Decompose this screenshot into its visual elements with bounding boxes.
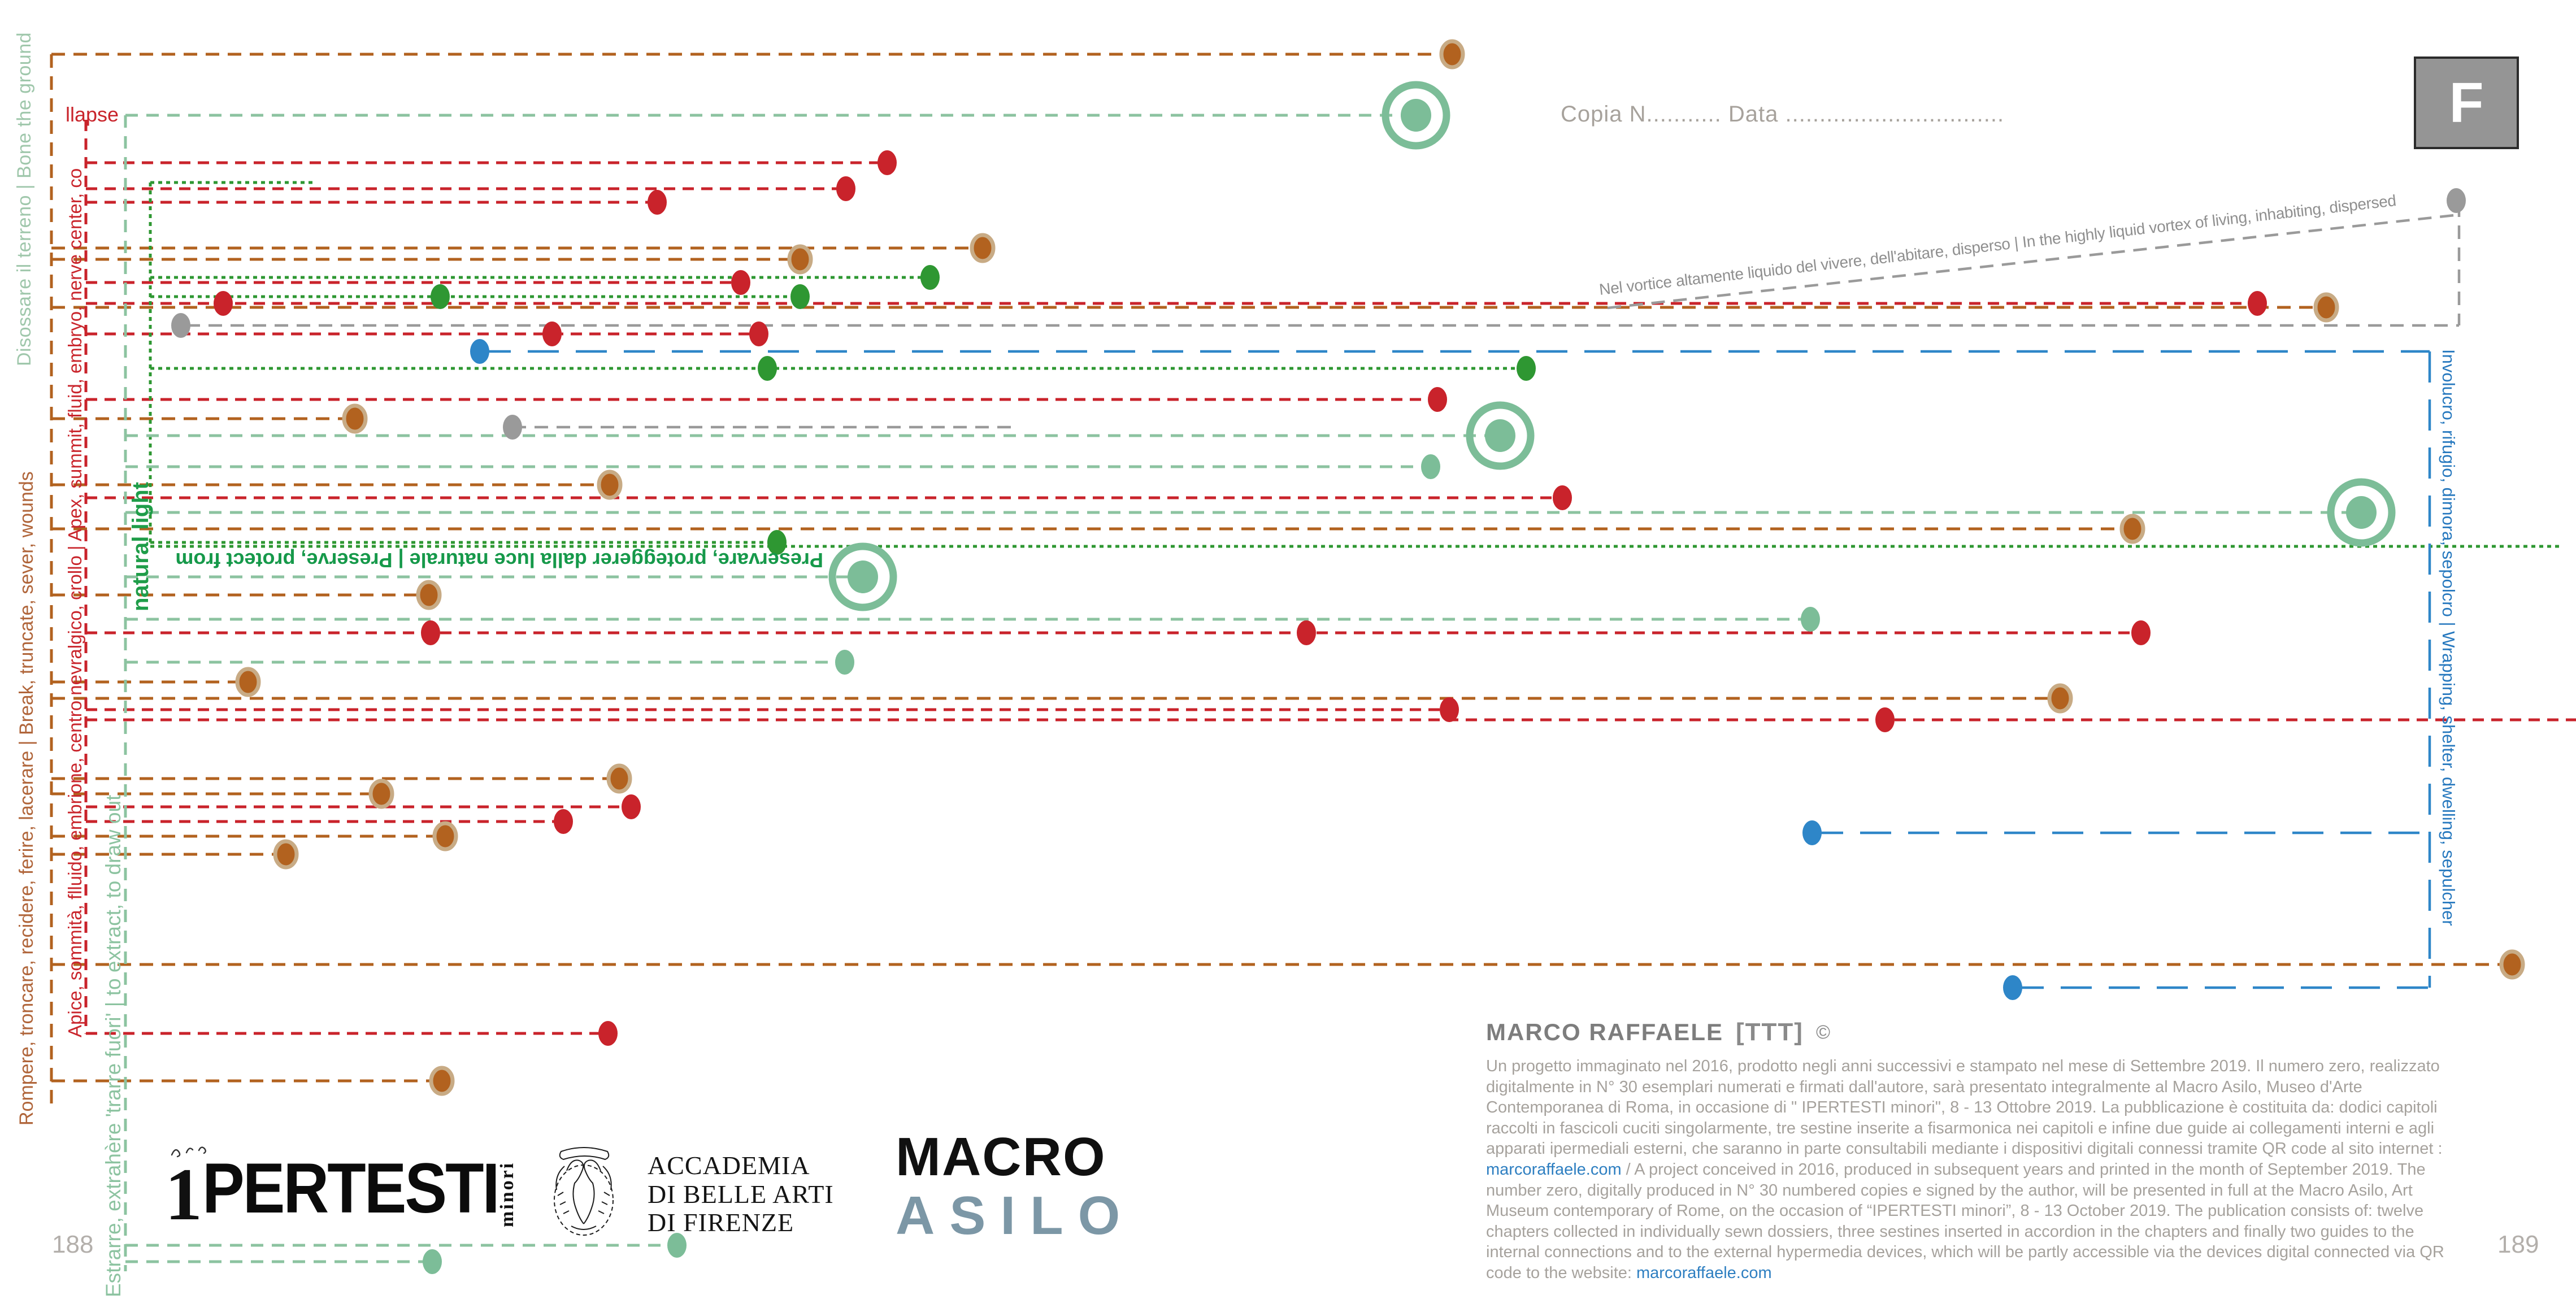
diagram-dot-brown xyxy=(432,821,458,851)
label-involucro: Involucro, rifugio, dimora, sepolcro | W… xyxy=(2439,349,2458,926)
section-letter-box: F xyxy=(2414,57,2519,149)
diagram-dot-red xyxy=(554,809,573,834)
diagram-dot-red xyxy=(2248,291,2267,316)
accademia-line: ACCADEMIA xyxy=(648,1151,810,1180)
diagram-dot-brown xyxy=(429,1066,455,1096)
label-preservare-mirrored: Preservare, proteggerer dalla luce natur… xyxy=(175,548,823,572)
label-apice: Apice, sommità, flluido, embrione, centr… xyxy=(64,168,85,1037)
diagram-dot-sage xyxy=(1401,99,1431,132)
diagram-dot-red xyxy=(836,176,855,201)
section-letter: F xyxy=(2449,71,2484,134)
accademia-crest-icon xyxy=(554,1147,614,1236)
diagram-dot-sage xyxy=(667,1233,687,1258)
label-rompere: Rompere, troncare, recidere, ferire, lac… xyxy=(16,471,37,1126)
diagram-dot-red xyxy=(214,291,233,316)
macro-wordmark: MACRO xyxy=(896,1127,1106,1187)
diagram-dot-gray xyxy=(171,313,190,338)
diagram-dot-red xyxy=(1875,707,1895,732)
diagram-ring xyxy=(2327,478,2396,547)
diagram-dot-brown xyxy=(787,244,813,275)
diagram-dot-red xyxy=(1553,485,1572,510)
diagram-dot-brown xyxy=(2499,949,2525,980)
page-number-left: 188 xyxy=(52,1231,94,1258)
ttt-logo: [TTT] xyxy=(1736,1018,1804,1046)
diagram-ring xyxy=(1466,401,1535,470)
diagram-dot-gray xyxy=(2447,188,2466,213)
diagram-dot-green xyxy=(920,265,940,290)
diagram-dot-brown xyxy=(235,667,261,697)
website-link[interactable]: marcoraffaele.com xyxy=(1636,1263,1772,1282)
diagram-dot-red xyxy=(731,270,750,295)
diagram-dot-brown xyxy=(2119,514,2145,544)
label-estrarre: Estrarre, extrahère 'trarre fuori' | to … xyxy=(102,794,125,1297)
diagram-dot-brown xyxy=(606,763,632,794)
diagram-dot-sage xyxy=(1421,454,1440,479)
diagram-dot-sage xyxy=(835,650,854,675)
copy-number-date-line: Copia N........... Data ................… xyxy=(1561,102,2005,127)
diagram-dot-red xyxy=(648,190,667,215)
diagram-dot-red xyxy=(622,794,641,819)
diagram-dot-red xyxy=(421,620,440,645)
label-llapse: llapse xyxy=(66,103,119,126)
diagram-dot-brown xyxy=(1439,39,1465,69)
diagram-dot-gray xyxy=(503,415,522,440)
colophon-segment: Un progetto immaginato nel 2016, prodott… xyxy=(1486,1057,2443,1158)
diagram-dot-sage xyxy=(423,1249,442,1274)
diagram-dot-brown xyxy=(597,470,623,500)
diagram-dot-sage xyxy=(1485,419,1515,452)
diagram-dot-red xyxy=(749,321,768,346)
diagram-dot-brown xyxy=(970,233,996,263)
ipertesti-wordmark: PERTESTI xyxy=(202,1148,500,1228)
diagram-ring xyxy=(828,542,897,611)
diagram-dot-sage xyxy=(1801,607,1820,632)
ipertesti-minori-label: minori xyxy=(497,1161,518,1227)
page-number-right: 189 xyxy=(2497,1231,2539,1258)
diagram-dot-red xyxy=(2131,620,2151,645)
diagram-dot-brown xyxy=(368,779,394,809)
asilo-wordmark: ASILO xyxy=(896,1185,1135,1246)
diagram-dot-blue xyxy=(1802,820,1822,845)
diagram-dot-sage xyxy=(2346,496,2377,529)
diagram-dot-blue xyxy=(2003,975,2022,1000)
diagram-dot-blue xyxy=(470,339,489,364)
colophon: MARCO RAFFAELE [TTT] © Un progetto immag… xyxy=(1486,1014,2453,1284)
diagram-ring xyxy=(1382,81,1450,150)
label-natural-light: natural light xyxy=(128,482,153,611)
label-disossare-il-terreno: Disossare il terreno | Bone the ground xyxy=(14,32,35,366)
ipertesti-logo: 1PERTESTI xyxy=(165,1153,500,1232)
copyright-icon: © xyxy=(1815,1021,1830,1043)
accademia-line: DI FIRENZE xyxy=(648,1208,794,1237)
diagram-dot-green xyxy=(1517,356,1536,381)
diagram-dot-red xyxy=(878,150,897,175)
handwritten-mark-icon xyxy=(171,1146,206,1158)
accademia-wordmark: ACCADEMIA DI BELLE ARTI DI FIRENZE xyxy=(648,1151,834,1237)
diagram-dot-green xyxy=(767,530,787,555)
colophon-text: Un progetto immaginato nel 2016, prodott… xyxy=(1486,1056,2453,1284)
diagram-dot-brown xyxy=(416,580,442,610)
diagram-line-gray xyxy=(1607,213,2460,310)
diagram-dot-sage xyxy=(848,560,878,593)
diagram-dot-red xyxy=(1440,697,1459,722)
author-name: MARCO RAFFAELE xyxy=(1486,1019,1723,1045)
diagram-dot-green xyxy=(758,356,777,381)
diagram-dot-brown xyxy=(342,403,368,434)
colophon-header: MARCO RAFFAELE [TTT] © xyxy=(1486,1014,2453,1050)
diagram-dot-red xyxy=(1297,620,1316,645)
diagram-dot-brown xyxy=(273,839,299,870)
website-link[interactable]: marcoraffaele.com xyxy=(1486,1160,1622,1179)
diagram-dot-red xyxy=(542,321,562,346)
diagram-dot-green xyxy=(431,284,450,309)
diagram-dot-brown xyxy=(2313,292,2339,323)
diagram-dot-red xyxy=(598,1021,618,1046)
colophon-segment: / A project conceived in 2016, produced … xyxy=(1486,1160,2444,1282)
accademia-line: DI BELLE ARTI xyxy=(648,1179,834,1209)
ipertesti-numeral: 1 xyxy=(165,1153,202,1236)
diagram-dot-red xyxy=(1428,387,1447,412)
diagram-dot-brown xyxy=(2047,683,2073,714)
diagram-dot-green xyxy=(790,284,810,309)
macro-asilo-logo: MACRO ASILO xyxy=(896,1130,1135,1243)
